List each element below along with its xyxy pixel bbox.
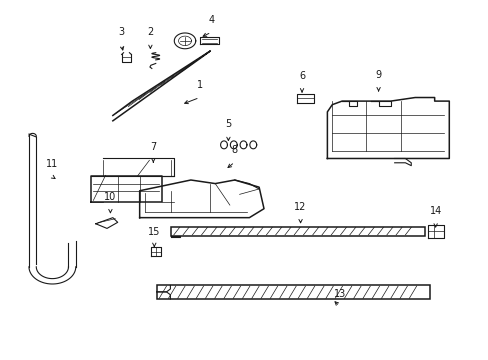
Text: 6: 6 [298, 71, 305, 81]
Text: 5: 5 [225, 119, 231, 129]
Text: 1: 1 [196, 80, 203, 90]
Text: 2: 2 [147, 27, 153, 37]
Text: 7: 7 [150, 142, 156, 152]
Text: 8: 8 [231, 145, 237, 155]
Text: 10: 10 [104, 192, 116, 202]
Text: 14: 14 [428, 206, 441, 216]
Text: 13: 13 [333, 289, 345, 299]
Text: 9: 9 [375, 70, 381, 80]
Text: 11: 11 [46, 159, 58, 169]
Text: 12: 12 [294, 202, 306, 212]
Text: 3: 3 [118, 27, 124, 37]
Text: 15: 15 [148, 227, 160, 237]
Text: 4: 4 [208, 15, 214, 25]
